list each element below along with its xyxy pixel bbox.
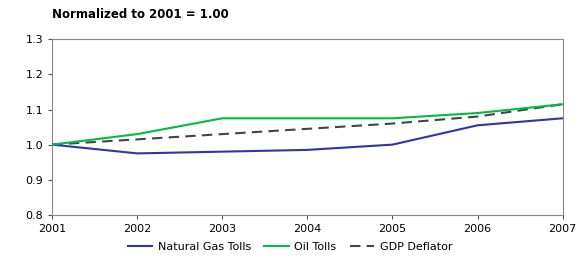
Line: GDP Deflator: GDP Deflator xyxy=(52,104,563,145)
GDP Deflator xyxy=(49,143,56,146)
Line: Natural Gas Tolls: Natural Gas Tolls xyxy=(52,118,563,153)
Oil Tolls xyxy=(559,103,566,106)
Natural Gas Tolls xyxy=(389,143,396,146)
Natural Gas Tolls xyxy=(559,117,566,120)
Oil Tolls xyxy=(134,133,141,136)
GDP Deflator xyxy=(474,115,481,118)
Oil Tolls xyxy=(474,111,481,114)
Oil Tolls xyxy=(389,117,396,120)
Natural Gas Tolls xyxy=(49,143,56,146)
Line: Oil Tolls: Oil Tolls xyxy=(52,104,563,145)
Oil Tolls xyxy=(304,117,311,120)
Natural Gas Tolls xyxy=(219,150,226,153)
Legend: Natural Gas Tolls, Oil Tolls, GDP Deflator: Natural Gas Tolls, Oil Tolls, GDP Deflat… xyxy=(124,238,456,256)
GDP Deflator xyxy=(304,127,311,130)
Natural Gas Tolls xyxy=(134,152,141,155)
GDP Deflator xyxy=(134,138,141,141)
Natural Gas Tolls xyxy=(304,148,311,151)
Oil Tolls xyxy=(49,143,56,146)
GDP Deflator xyxy=(389,122,396,125)
GDP Deflator xyxy=(219,133,226,136)
Natural Gas Tolls xyxy=(474,124,481,127)
Text: Normalized to 2001 = 1.00: Normalized to 2001 = 1.00 xyxy=(52,8,229,21)
Oil Tolls xyxy=(219,117,226,120)
GDP Deflator xyxy=(559,103,566,106)
